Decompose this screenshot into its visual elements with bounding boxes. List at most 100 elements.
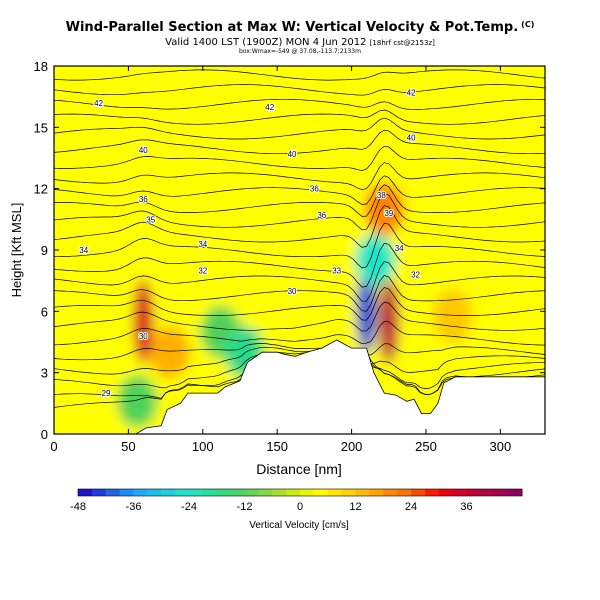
theta-contour-label: 34 (79, 246, 88, 255)
theta-contour-label: 36 (317, 211, 326, 220)
colorbar-segment (175, 489, 190, 496)
colorbar-segment (313, 489, 329, 496)
velocity-feature-1 (150, 326, 191, 379)
x-tick-label: 0 (50, 439, 57, 454)
theta-contour-line (54, 343, 545, 361)
theta-contour-line (54, 261, 545, 302)
colorbar-tick-label: 36 (460, 501, 472, 513)
theta-contour-line (54, 349, 545, 389)
theta-contour-line (54, 145, 545, 171)
x-tick-label: 50 (121, 439, 135, 454)
theta-contour-label: 42 (94, 99, 103, 108)
theta-contour-label: 32 (198, 266, 207, 275)
theta-contour-label: 36 (139, 195, 148, 204)
theta-contour-label: 38 (377, 191, 386, 200)
theta-contour-line (54, 129, 545, 155)
colorbar-tick-label: 12 (349, 501, 361, 513)
theta-contour-labels: 29 30 30 32 33 32 34 34 34 35 36 36 36 38 39 40 40 40 42 42… (78, 88, 421, 400)
theta-contour-line (54, 84, 545, 96)
colorbar-segment (300, 489, 315, 496)
colorbar-segment (494, 489, 509, 496)
colorbar-segment (133, 489, 148, 496)
colorbar-segment (327, 489, 343, 496)
theta-contour-line (54, 301, 545, 332)
colorbar-segment (438, 489, 454, 496)
theta-contour-line (54, 117, 545, 140)
theta-contour-line (54, 109, 545, 125)
colorbar-segment (105, 489, 121, 496)
theta-contour-label: 34 (198, 240, 207, 249)
theta-contour-label: 30 (288, 287, 297, 296)
colorbar-segment (411, 489, 426, 496)
theta-contour-label: 42 (265, 103, 274, 112)
colorbar-tick-label: -24 (181, 501, 197, 513)
colorbar-segment (119, 489, 134, 496)
velocity-feature-9 (117, 375, 158, 428)
theta-contour-label: 34 (395, 244, 404, 253)
colorbar-segment (480, 489, 495, 496)
theta-contour-label: 32 (411, 271, 420, 280)
theta-contour-line (54, 274, 545, 312)
theta-contour-label: 40 (407, 134, 416, 143)
x-axis-label: Distance [nm] (256, 461, 342, 477)
colorbar-segment (424, 489, 440, 496)
terrain-mask (54, 339, 545, 434)
colorbar-segment (369, 489, 384, 496)
theta-contour-label: 33 (332, 266, 341, 275)
x-tick-label: 200 (341, 439, 363, 454)
colorbar: -48 -36 -24 -12 0 12 24 36 (70, 488, 523, 513)
theta-contour-label: 42 (407, 89, 416, 98)
theta-contour-label: 40 (139, 146, 148, 155)
colorbar-segment (452, 489, 467, 496)
theta-contour-line (54, 184, 545, 217)
theta-contour-line (54, 69, 545, 81)
y-axis-label: Height [Kft MSL] (9, 203, 24, 298)
colorbar-segment (397, 489, 412, 496)
colorbar-segment (341, 489, 356, 496)
colorbar-segment (78, 489, 93, 496)
theta-contour-line (54, 243, 545, 288)
colorbar-segment (258, 489, 273, 496)
theta-contour-line (54, 162, 545, 191)
y-tick-label: 0 (41, 427, 48, 442)
chart-title: Wind-Parallel Section at Max W: Vertical… (65, 20, 535, 35)
theta-contour-line (54, 98, 545, 110)
theta-contour-label: 30 (139, 332, 148, 341)
x-tick-label: 100 (192, 439, 214, 454)
colorbar-tick-label: -12 (237, 501, 253, 513)
theta-contour-line (54, 205, 545, 248)
theta-contour-label: 40 (288, 150, 297, 159)
y-tick-label: 9 (41, 243, 48, 258)
theta-contour-label: 35 (146, 215, 155, 224)
colorbar-segment (202, 489, 218, 496)
colorbar-segment (91, 489, 107, 496)
colorbar-segment (466, 489, 481, 496)
colorbar-tick-label: -48 (70, 501, 86, 513)
colorbar-segment (244, 489, 259, 496)
x-tick-label: 250 (415, 439, 437, 454)
theta-contour-label: 39 (384, 209, 393, 218)
theta-contour-label: 29 (102, 389, 111, 398)
colorbar-segment (272, 489, 287, 496)
colorbar-tick-label: -36 (126, 501, 142, 513)
colorbar-tick-label: 24 (405, 501, 417, 513)
theta-contour-line (54, 346, 545, 375)
y-tick-label: 6 (41, 304, 48, 319)
y-tick-label: 3 (41, 366, 48, 381)
colorbar-segment (508, 489, 523, 496)
y-tick-label: 12 (34, 182, 48, 197)
theta-contour-label: 36 (310, 185, 319, 194)
colorbar-segment (161, 489, 176, 496)
colorbar-segment (189, 489, 204, 496)
colorbar-segment (216, 489, 232, 496)
y-tick-label: 18 (34, 59, 48, 74)
colorbar-segment (286, 489, 301, 496)
colorbar-segment (383, 489, 398, 496)
theta-contour-line (54, 175, 545, 205)
velocity-feature-7 (364, 183, 405, 236)
chart-subtitle: Valid 1400 LST (1900Z) MON 4 Jun 2012 [1… (165, 37, 435, 48)
colorbar-tick-label: 0 (297, 501, 303, 513)
colorbar-frame (77, 488, 523, 497)
